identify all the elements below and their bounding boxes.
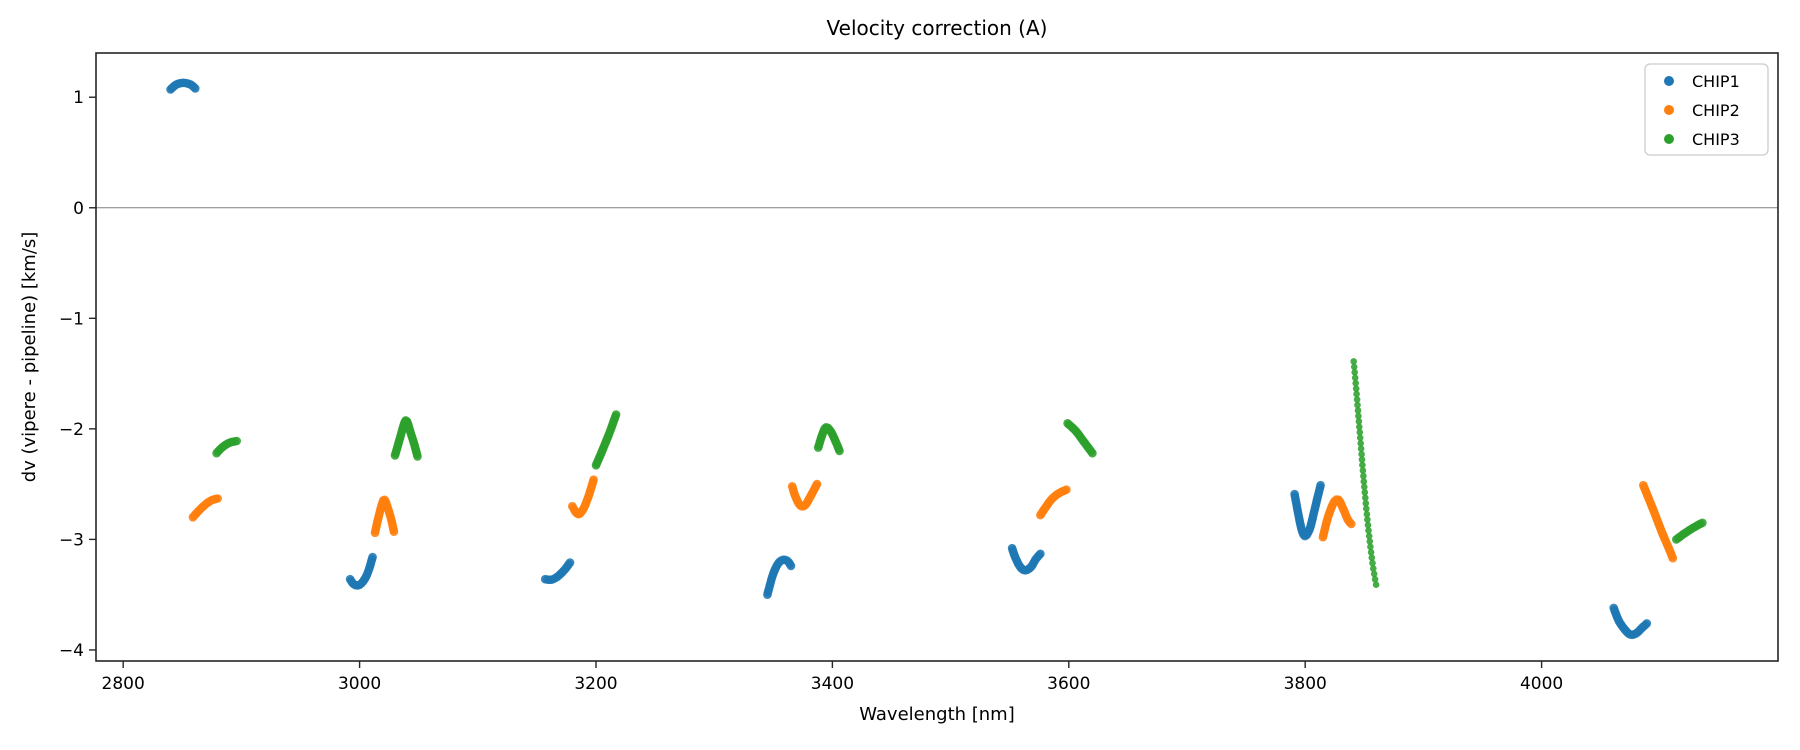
plot-border bbox=[95, 52, 1779, 662]
data-point bbox=[589, 475, 598, 485]
data-point bbox=[1359, 467, 1367, 474]
data-point bbox=[1362, 500, 1370, 507]
data-point bbox=[1668, 553, 1678, 563]
x-tick-label: 3400 bbox=[811, 674, 854, 694]
data-point bbox=[565, 558, 575, 567]
legend-marker bbox=[1664, 105, 1674, 115]
data-point bbox=[1351, 374, 1359, 382]
data-point bbox=[1356, 434, 1364, 442]
data-point bbox=[1088, 448, 1097, 458]
data-point bbox=[1367, 549, 1375, 556]
legend-label: CHIP2 bbox=[1692, 101, 1740, 120]
data-point bbox=[1357, 440, 1364, 447]
data-point bbox=[1353, 396, 1361, 403]
data-point bbox=[812, 479, 822, 489]
data-point bbox=[368, 552, 377, 562]
y-tick-label: 0 bbox=[73, 199, 84, 219]
data-point bbox=[1363, 510, 1371, 518]
data-point bbox=[389, 527, 399, 536]
data-point bbox=[786, 561, 796, 571]
y-tick-label: −4 bbox=[59, 641, 84, 661]
data-point bbox=[191, 84, 200, 93]
data-point bbox=[1036, 549, 1045, 559]
data-point bbox=[1372, 581, 1380, 588]
data-point bbox=[1352, 379, 1359, 387]
data-point bbox=[1361, 483, 1368, 491]
data-point bbox=[1350, 363, 1358, 371]
data-point bbox=[1364, 516, 1371, 523]
data-point bbox=[1355, 412, 1362, 420]
data-point bbox=[1698, 518, 1707, 528]
legend-item-chip3: CHIP3 bbox=[1664, 130, 1740, 149]
data-point bbox=[1366, 538, 1374, 545]
data-point bbox=[413, 452, 422, 461]
data-point bbox=[1357, 445, 1365, 453]
data-point bbox=[1354, 407, 1362, 414]
legend-label: CHIP1 bbox=[1692, 72, 1740, 91]
legend: CHIP1 CHIP2 CHIP3 bbox=[1644, 63, 1769, 156]
legend-marker bbox=[1664, 76, 1674, 86]
series-chip1 bbox=[166, 78, 1652, 640]
legend-item-chip1: CHIP1 bbox=[1664, 72, 1740, 91]
legend-marker bbox=[1664, 134, 1674, 144]
data-point bbox=[1347, 519, 1356, 529]
data-point bbox=[1351, 369, 1358, 376]
data-point bbox=[1359, 461, 1366, 469]
data-point bbox=[1353, 390, 1360, 398]
data-point bbox=[1368, 554, 1376, 561]
data-point bbox=[1358, 450, 1365, 458]
y-tick-label: −3 bbox=[59, 530, 84, 550]
data-point bbox=[1350, 358, 1357, 365]
data-point bbox=[1364, 521, 1372, 529]
data-point bbox=[232, 436, 241, 446]
data-point bbox=[1361, 489, 1369, 496]
data-point bbox=[1367, 543, 1374, 551]
series-chip2 bbox=[188, 475, 1678, 563]
y-axis-label: dv (vipere - pipeline) [km/s] bbox=[19, 231, 40, 483]
y-axis: 1 0 −1 −2 −3 −4 bbox=[59, 88, 96, 661]
data-point bbox=[1062, 485, 1071, 495]
y-tick-label: −1 bbox=[59, 309, 84, 329]
x-axis: 2800 3000 3200 3400 3600 3800 4000 bbox=[102, 661, 1563, 694]
data-point bbox=[1360, 472, 1367, 480]
series-chip3 bbox=[212, 358, 1707, 588]
legend-label: CHIP3 bbox=[1692, 130, 1740, 149]
data-point bbox=[1363, 505, 1370, 512]
data-point bbox=[1358, 456, 1366, 463]
data-point bbox=[1370, 570, 1378, 578]
data-point bbox=[1369, 559, 1376, 567]
data-point bbox=[213, 494, 222, 503]
data-point bbox=[1356, 423, 1363, 431]
data-point bbox=[1352, 385, 1360, 393]
data-point bbox=[611, 410, 621, 419]
data-point bbox=[835, 446, 844, 456]
data-point bbox=[1354, 401, 1361, 409]
y-tick-label: 1 bbox=[73, 88, 84, 108]
x-axis-label: Wavelength [nm] bbox=[859, 704, 1015, 725]
x-tick-label: 2800 bbox=[102, 674, 145, 694]
data-point bbox=[1370, 565, 1377, 572]
data-point bbox=[1365, 527, 1372, 534]
data-point bbox=[1362, 494, 1369, 502]
data-point bbox=[1371, 576, 1379, 583]
chart-title: Velocity correction (A) bbox=[826, 16, 1048, 40]
x-tick-label: 3600 bbox=[1047, 674, 1090, 694]
legend-box bbox=[1644, 63, 1769, 156]
x-tick-label: 4000 bbox=[1520, 674, 1563, 694]
data-point bbox=[1316, 480, 1325, 490]
data-point bbox=[1355, 418, 1363, 425]
y-tick-label: −2 bbox=[59, 420, 84, 440]
x-tick-label: 3800 bbox=[1284, 674, 1327, 694]
data-point bbox=[1365, 532, 1373, 540]
data-point bbox=[1356, 429, 1364, 436]
legend-item-chip2: CHIP2 bbox=[1664, 101, 1740, 120]
data-point bbox=[1360, 478, 1368, 485]
data-point bbox=[1642, 619, 1652, 628]
x-tick-label: 3200 bbox=[574, 674, 617, 694]
x-tick-label: 3000 bbox=[338, 674, 381, 694]
